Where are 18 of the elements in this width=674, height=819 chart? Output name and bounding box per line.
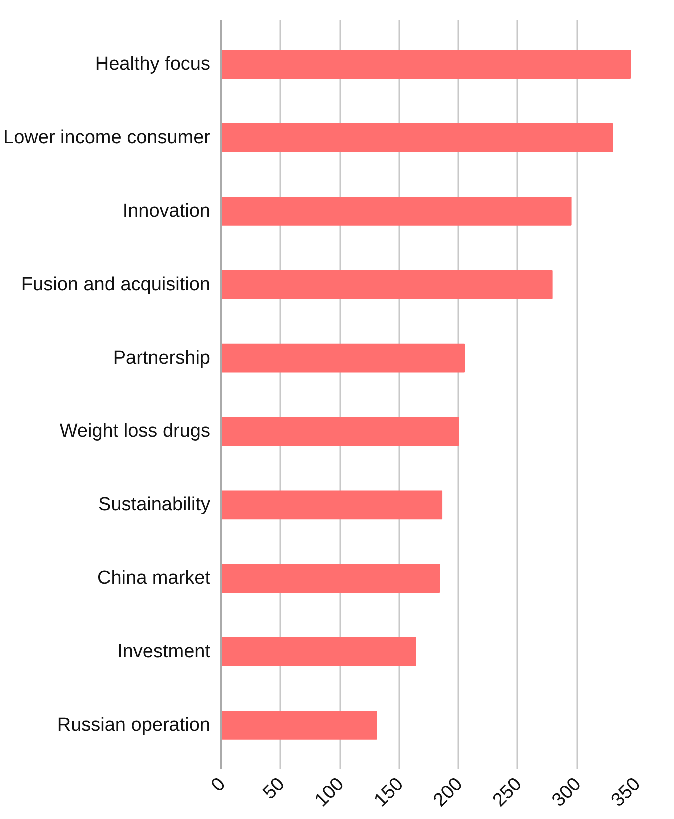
y-tick-label: Healthy focus (95, 54, 211, 76)
x-tick-label: 350 (608, 774, 645, 812)
x-tick-label: 100 (311, 774, 349, 812)
x-tick-label: 300 (548, 774, 586, 812)
y-tick-label: Lower income consumer (4, 127, 212, 148)
x-tick-label: 0 (208, 774, 230, 796)
x-tick-label: 150 (370, 774, 408, 812)
y-tick-label: Fusion and acquisition (21, 274, 211, 296)
y-tick-label: Sustainability (98, 494, 211, 516)
y-tick-label: Investment (118, 642, 212, 663)
y-tick-label: Russian operation (57, 714, 211, 736)
y-tick-label: Partnership (113, 348, 211, 369)
y-tick-label: Innovation (122, 200, 211, 222)
y-tick-label: China market (98, 568, 212, 590)
x-tick-label: 200 (430, 774, 468, 812)
x-tick-label: 50 (259, 774, 290, 804)
y-tick-label: Weight loss drugs (60, 421, 211, 442)
x-tick-label: 250 (489, 774, 526, 812)
